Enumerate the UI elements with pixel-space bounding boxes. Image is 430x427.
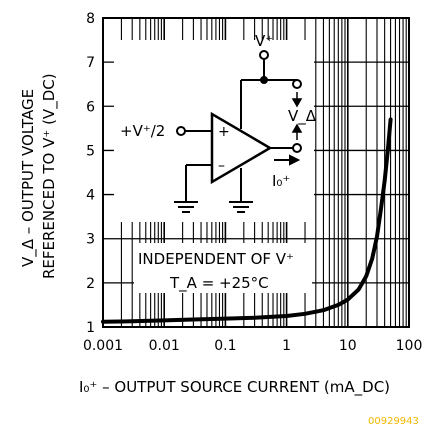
x-tick-label: 100 (396, 338, 423, 354)
plot-area-frame (102, 17, 410, 328)
supply-terminal (259, 50, 269, 60)
op-amp-triangle-icon (210, 111, 273, 185)
y-tick-labels: 1 2 3 4 5 6 7 8 (86, 11, 95, 336)
op-amp-schematic: +V⁺/2 + – V⁺ (114, 32, 317, 222)
supply-label: V⁺ (255, 32, 273, 50)
input-voltage-label: +V⁺/2 (120, 122, 165, 140)
output-voltage-label: V_Δ (288, 107, 317, 126)
y-tick-label: 2 (86, 276, 95, 292)
x-axis-label: I₀⁺ – OUTPUT SOURCE CURRENT (mA_DC) (79, 378, 390, 397)
x-tick-label: 10 (339, 338, 357, 354)
figure-id-watermark: 00929943 (368, 416, 419, 427)
y-tick-label: 1 (86, 320, 95, 336)
output-voltage-curve (101, 117, 393, 324)
current-arrow-icon (274, 154, 301, 166)
condition-annotation-line1: INDEPENDENT OF V⁺ (138, 250, 294, 268)
voltage-arrow-icon (291, 92, 303, 140)
y-axis-label-line2: REFERENCED TO V⁺ (V_DC) (40, 73, 59, 279)
ground-symbol-icon (229, 201, 253, 213)
junction-dot (260, 76, 268, 84)
minus-input-sign: – (218, 158, 225, 174)
x-tick-label: 0.01 (149, 338, 180, 354)
condition-annotation-line2: T_A = +25°C (169, 274, 269, 293)
x-tick-label: 1 (282, 338, 291, 354)
x-tick-labels: 0.001 0.01 0.1 1 10 100 (83, 338, 422, 354)
y-tick-label: 5 (86, 143, 95, 159)
y-tick-label: 8 (86, 11, 95, 27)
ground-symbol-icon (174, 201, 198, 213)
input-terminal (176, 126, 186, 136)
output-current-label: I₀⁺ (272, 172, 290, 190)
plus-input-sign: + (218, 124, 230, 140)
y-tick-label: 4 (86, 188, 95, 204)
x-tick-label: 0.1 (214, 338, 236, 354)
lower-output-terminal (292, 143, 302, 153)
y-tick-label: 7 (86, 55, 95, 71)
y-tick-label: 3 (86, 232, 95, 248)
y-tick-label: 6 (86, 99, 95, 115)
upper-output-terminal (292, 79, 302, 89)
y-axis-label-line1: V_Δ – OUTPUT VOLTAGE (19, 89, 38, 267)
x-tick-label: 0.001 (83, 338, 123, 354)
